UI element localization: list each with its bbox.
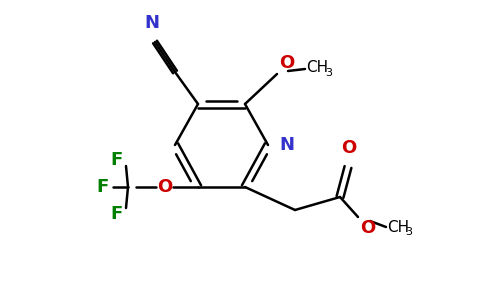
Text: O: O bbox=[157, 178, 173, 196]
Text: N: N bbox=[145, 14, 160, 32]
Text: CH: CH bbox=[387, 220, 409, 235]
Text: F: F bbox=[111, 205, 123, 223]
Text: O: O bbox=[341, 139, 357, 157]
Text: 3: 3 bbox=[325, 68, 332, 78]
Text: O: O bbox=[279, 54, 294, 72]
Text: F: F bbox=[111, 151, 123, 169]
Text: CH: CH bbox=[306, 61, 328, 76]
Text: F: F bbox=[96, 178, 108, 196]
Text: 3: 3 bbox=[405, 227, 412, 237]
Text: N: N bbox=[279, 136, 294, 154]
Text: O: O bbox=[360, 219, 375, 237]
